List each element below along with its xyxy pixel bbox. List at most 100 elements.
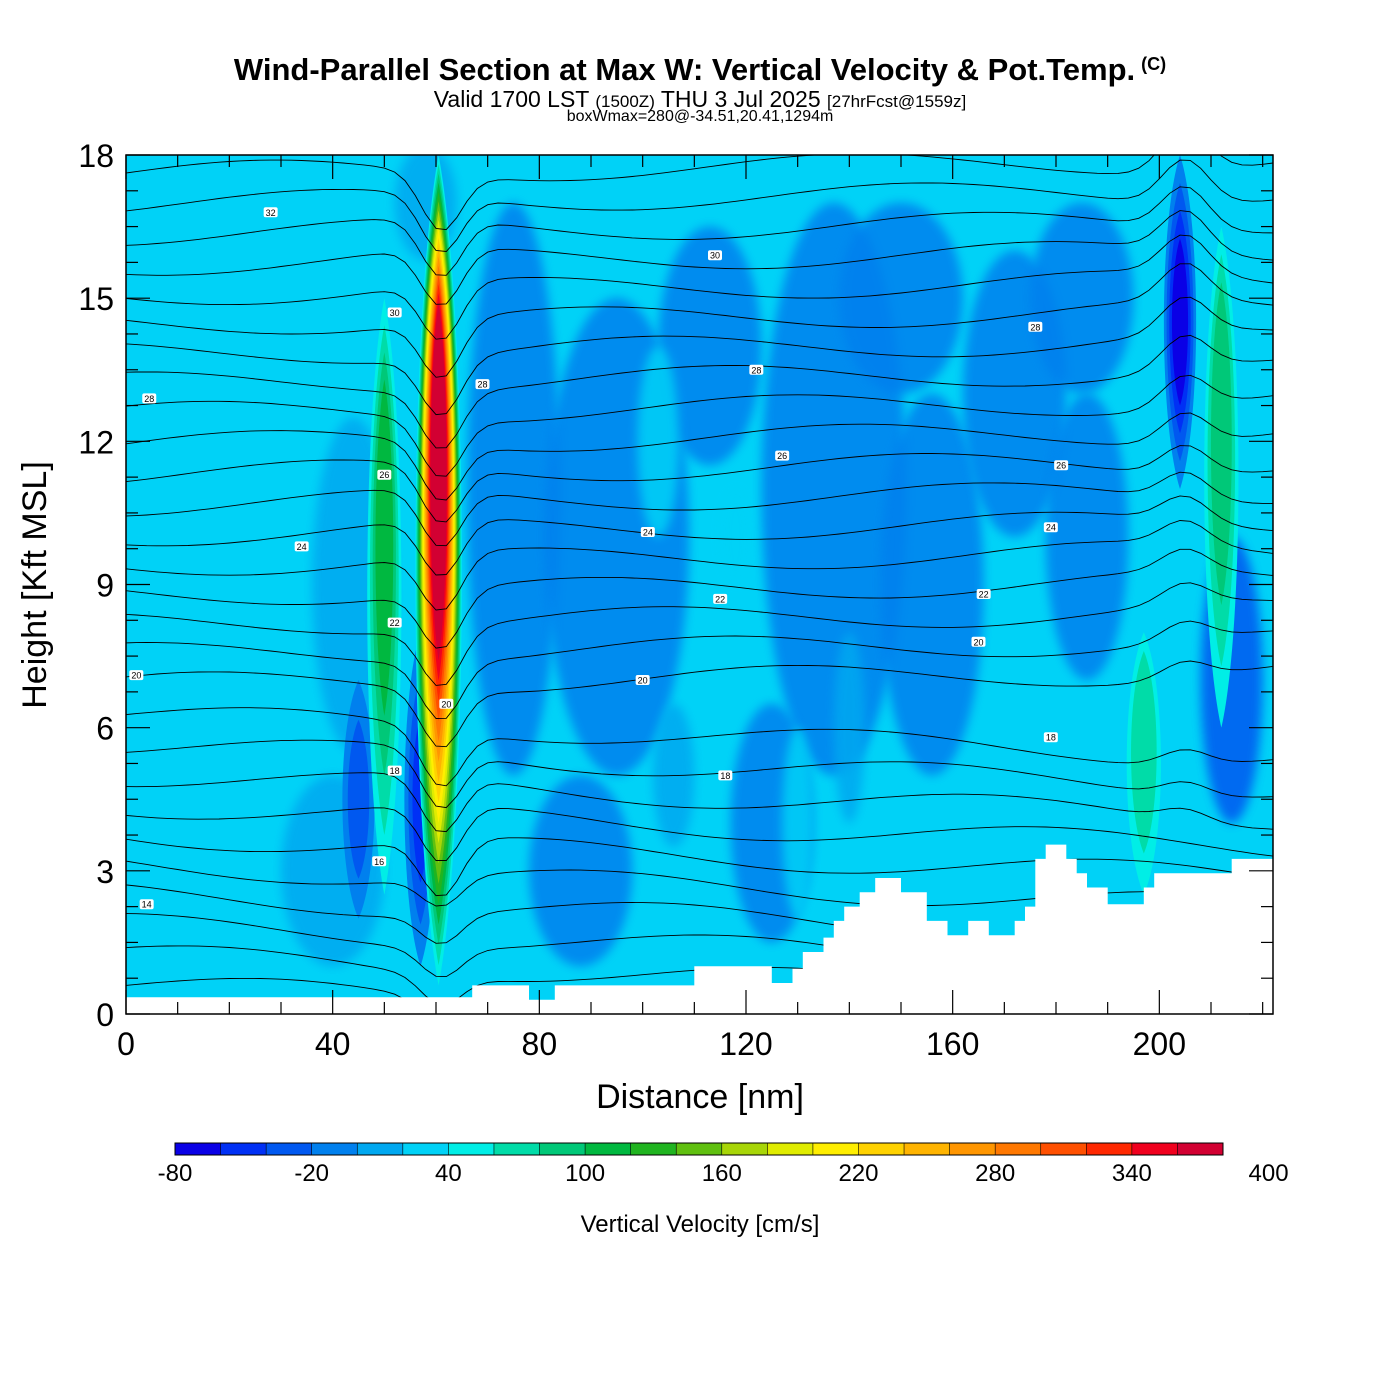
colorbar-swatch xyxy=(311,1143,358,1155)
colorbar-tick-label: 340 xyxy=(1112,1160,1152,1187)
theta-label-text: 28 xyxy=(1030,322,1040,332)
theta-contour-line xyxy=(126,660,1273,748)
x-tick-label: 160 xyxy=(926,1026,979,1062)
field-patch xyxy=(658,226,762,466)
theta-contour-line xyxy=(126,234,1273,340)
theta-contour-line xyxy=(126,445,1273,523)
y-tick-labels: 0 3 6 9 12 15 18 xyxy=(78,138,114,1033)
y-tick-label: 6 xyxy=(96,711,114,747)
theta-label-text: 28 xyxy=(477,380,487,390)
colorbar-frame xyxy=(174,1142,1224,1156)
theta-label-text: 20 xyxy=(131,671,141,681)
theta-label-text: 16 xyxy=(374,857,384,867)
theta-contour-line xyxy=(126,159,1273,252)
theta-label-text: 26 xyxy=(379,470,389,480)
theta-label-bg xyxy=(439,698,454,709)
theta-label-bg xyxy=(640,527,655,538)
theta-label: 24 xyxy=(1043,522,1058,533)
terrain xyxy=(126,844,1273,1014)
theta-label: 22 xyxy=(713,593,728,604)
colorbar-swatch xyxy=(585,1143,632,1155)
theta-contour-line xyxy=(126,263,1273,378)
theta-contour-line xyxy=(126,495,1273,576)
valid-utc: (1500Z) xyxy=(595,92,655,111)
updraft-core xyxy=(434,339,443,580)
colorbar-tick-label: -20 xyxy=(294,1160,329,1187)
theta-contour-line xyxy=(126,374,1273,477)
theta-label-text: 30 xyxy=(710,251,720,261)
theta-label-bg xyxy=(976,589,991,600)
theta-label-bg xyxy=(708,250,722,261)
theta-label: 22 xyxy=(976,589,991,600)
theta-contour-line xyxy=(126,739,1273,809)
theta-label-bg xyxy=(387,617,402,628)
theta-contour-line xyxy=(126,807,1273,861)
theta-label-bg xyxy=(294,541,309,552)
theta-label-text: 28 xyxy=(144,394,154,404)
updraft-cores xyxy=(342,155,1239,986)
theta-label-text: 26 xyxy=(777,451,787,461)
colorbar-swatch xyxy=(1131,1143,1178,1155)
colorbar-swatch xyxy=(1177,1143,1224,1155)
plot-area: 32 30 28 28 30 28 28 26 26 26 24 24 24 22 22 22 20 20 20 20… xyxy=(126,155,1273,1014)
field-patch xyxy=(839,202,963,394)
theta-label-text: 20 xyxy=(973,637,983,647)
theta-label-text: 32 xyxy=(266,208,276,218)
theta-label: 24 xyxy=(640,527,655,538)
colorbar-swatch xyxy=(1040,1143,1087,1155)
theta-label: 16 xyxy=(372,856,387,867)
theta-label-bg xyxy=(139,899,154,910)
colorbar-tick-labels: -80 -20 40 100 160 220 280 340 400 xyxy=(158,1160,1289,1187)
y-tick-label: 0 xyxy=(96,997,114,1033)
colorbar-swatch xyxy=(949,1143,996,1155)
theta-label-text: 22 xyxy=(390,618,400,628)
colorbar-tick-label: 280 xyxy=(975,1160,1015,1187)
theta-label-bg xyxy=(749,364,764,375)
theta-contour-labels: 32 30 28 28 30 28 28 26 26 26 24 24 24 22 22 22 20 20 20 20… xyxy=(129,207,1069,910)
colorbar-swatch xyxy=(676,1143,723,1155)
theta-label-text: 18 xyxy=(1046,733,1056,743)
field-patch xyxy=(1030,202,1134,394)
colorbar-swatch xyxy=(767,1143,814,1155)
box-info: boxWmax=280@-34.51,20.41,1294m xyxy=(566,108,834,125)
theta-contour-line xyxy=(126,296,1273,416)
theta-contour-line xyxy=(126,548,1273,649)
theta-contour-line xyxy=(126,471,1273,547)
y-tick-label: 18 xyxy=(78,138,114,174)
colorbar-swatch xyxy=(266,1143,313,1155)
updraft-core xyxy=(1131,650,1157,854)
theta-label: 20 xyxy=(439,698,454,709)
forecast-info: [27hrFcst@1559z] xyxy=(827,92,967,111)
colorbar-tick-label: 100 xyxy=(565,1160,605,1187)
y-tick-label: 12 xyxy=(78,424,114,460)
theta-label-text: 24 xyxy=(297,542,307,552)
axis-ticks xyxy=(125,154,1273,1015)
x-tick-labels: 0 40 80 120 160 200 xyxy=(117,1026,1186,1062)
theta-contour-line xyxy=(126,582,1273,686)
theta-label-text: 18 xyxy=(390,766,400,776)
theta-label-bg xyxy=(971,636,986,647)
theta-label: 30 xyxy=(387,307,402,318)
x-tick-label: 120 xyxy=(719,1026,772,1062)
theta-label-bg xyxy=(475,379,490,390)
theta-label-bg xyxy=(263,207,278,218)
downdraft-core xyxy=(1174,266,1186,378)
theta-label-text: 24 xyxy=(1046,523,1056,533)
theta-label-bg xyxy=(387,765,402,776)
theta-label-text: 26 xyxy=(1056,461,1066,471)
theta-label-bg xyxy=(129,670,144,681)
theta-label-bg xyxy=(142,393,157,404)
theta-label-bg xyxy=(1054,460,1069,471)
colorbar-swatch xyxy=(175,1143,222,1155)
theta-label: 26 xyxy=(377,469,392,480)
field-patch xyxy=(529,775,633,967)
theta-label-bg xyxy=(775,450,790,461)
chart-title: Wind-Parallel Section at Max W: Vertical… xyxy=(233,52,1167,87)
theta-label-text: 18 xyxy=(720,771,730,781)
theta-label: 28 xyxy=(475,379,490,390)
theta-label: 22 xyxy=(387,617,402,628)
theta-label-bg xyxy=(1043,522,1058,533)
x-axis-label: Distance [nm] xyxy=(596,1078,804,1116)
colorbar-tick-label: 40 xyxy=(435,1160,462,1187)
